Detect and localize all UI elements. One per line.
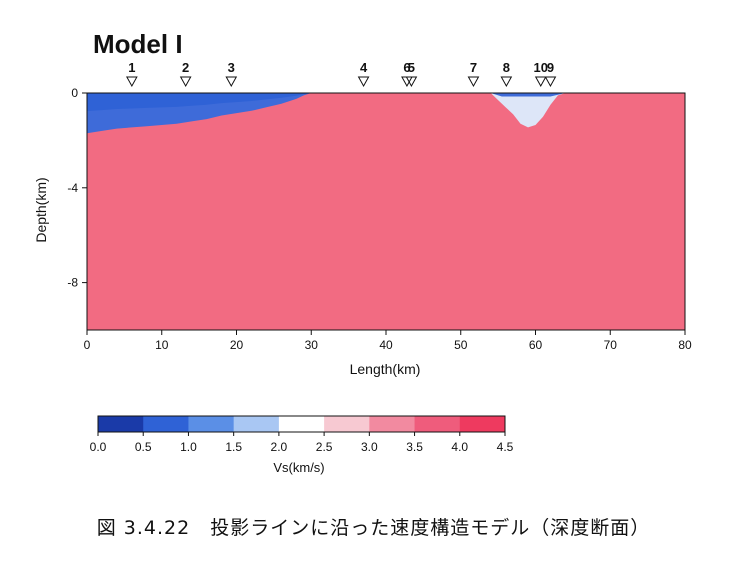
station-label: 10 <box>533 60 547 75</box>
colorbar-segment <box>98 416 144 432</box>
x-tick-label: 60 <box>529 338 543 352</box>
y-axis-label: Depth(km) <box>33 177 49 242</box>
colorbar-segment <box>143 416 189 432</box>
station-marker <box>225 76 238 88</box>
colorbar-tick-label: 3.0 <box>361 440 378 454</box>
colorbar-segment <box>233 416 280 432</box>
station-marker <box>179 76 192 88</box>
colorbar-tick-label: 4.0 <box>451 440 468 454</box>
x-tick-label: 10 <box>155 338 169 352</box>
figure-caption: 図 3.4.22 投影ラインに沿った速度構造モデル（深度断面） <box>96 517 651 539</box>
station-marker <box>467 76 480 88</box>
station-label: 5 <box>408 60 415 75</box>
station-marker <box>401 76 413 88</box>
station-label: 4 <box>360 60 368 75</box>
colorbar-tick-label: 2.0 <box>271 440 288 454</box>
colorbar-frame <box>97 415 506 433</box>
plot-area: 0 10 20 30 40 50 60 70 800-4-81 2 3 4 56 7 8 109 <box>67 60 692 352</box>
sediment-layer-2-top <box>490 93 566 97</box>
station-marker <box>500 76 513 88</box>
colorbar-tick-label: 0.0 <box>90 440 107 454</box>
x-tick-label: 20 <box>230 338 244 352</box>
station-label: 8 <box>503 60 510 75</box>
station-marker <box>126 76 138 88</box>
colorbar-segment <box>459 416 506 432</box>
x-axis-label: Length(km) <box>350 361 421 377</box>
colorbar-tick-label: 0.5 <box>135 440 152 454</box>
basement-region <box>87 93 685 330</box>
station-label: 1 <box>128 60 135 75</box>
x-tick-label: 50 <box>454 338 468 352</box>
colorbar-segment <box>324 416 370 432</box>
station-marker <box>357 76 370 88</box>
colorbar: 0.0 0.5 1.0 1.5 2.0 2.5 3.0 3.5 4.0 4.5 <box>90 415 514 454</box>
colorbar-segment <box>369 416 416 432</box>
sediment-layer-1-upper <box>87 93 312 112</box>
colorbar-label: Vs(km/s) <box>273 460 324 475</box>
x-tick-label: 40 <box>379 338 393 352</box>
station-marker <box>534 76 547 88</box>
station-label: 2 <box>182 60 189 75</box>
x-tick-label: 30 <box>305 338 319 352</box>
x-tick-label: 80 <box>678 338 692 352</box>
station-label: 3 <box>228 60 235 75</box>
colorbar-segment <box>188 416 235 432</box>
y-tick-label: -4 <box>67 181 78 195</box>
station-label: 9 <box>547 60 554 75</box>
colorbar-tick-label: 3.5 <box>406 440 423 454</box>
station-label: 7 <box>470 60 477 75</box>
colorbar-tick-label: 2.5 <box>316 440 333 454</box>
y-tick-label: 0 <box>71 86 78 100</box>
colorbar-segment <box>414 416 461 432</box>
station-label: 6 <box>403 60 410 75</box>
sediment-layer-2 <box>490 93 566 128</box>
colorbar-segment <box>278 416 325 432</box>
y-tick-label: -8 <box>67 276 78 290</box>
station-marker <box>544 76 557 88</box>
colorbar-tick-label: 1.5 <box>225 440 242 454</box>
colorbar-tick-label: 1.0 <box>180 440 197 454</box>
chart-title: Model I <box>93 29 183 59</box>
x-tick-label: 0 <box>84 338 91 352</box>
colorbar-tick-label: 4.5 <box>497 440 514 454</box>
x-tick-label: 70 <box>604 338 618 352</box>
